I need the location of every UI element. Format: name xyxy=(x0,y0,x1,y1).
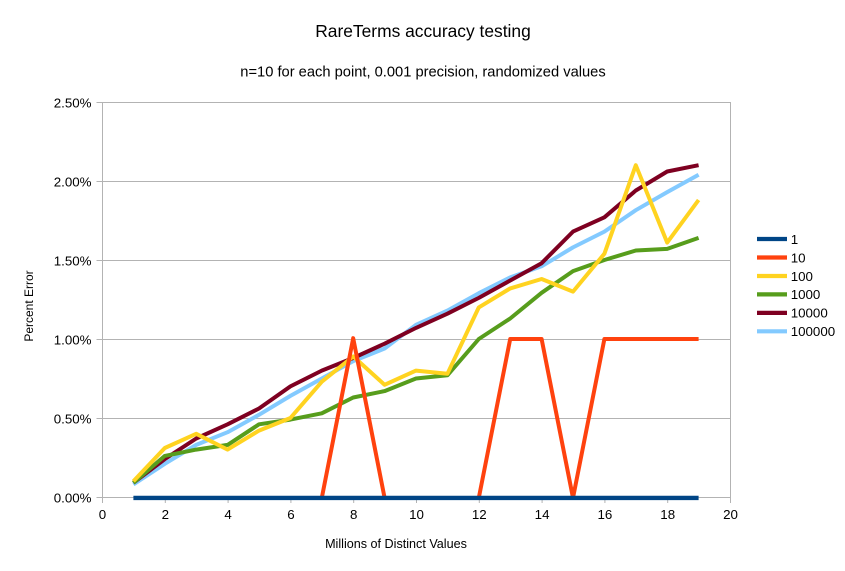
svg-text:10000: 10000 xyxy=(791,306,828,321)
svg-text:12: 12 xyxy=(472,507,487,522)
svg-text:2.50%: 2.50% xyxy=(54,96,92,111)
svg-text:18: 18 xyxy=(660,507,675,522)
svg-text:Percent Error: Percent Error xyxy=(22,270,36,341)
svg-text:14: 14 xyxy=(535,507,550,522)
svg-text:0.00%: 0.00% xyxy=(54,491,92,506)
svg-text:RareTerms accuracy testing: RareTerms accuracy testing xyxy=(315,21,531,41)
svg-text:100: 100 xyxy=(791,269,813,284)
svg-text:0: 0 xyxy=(99,507,106,522)
svg-text:1.00%: 1.00% xyxy=(54,333,92,348)
svg-text:1.50%: 1.50% xyxy=(54,254,92,269)
svg-text:20: 20 xyxy=(723,507,738,522)
svg-text:1000: 1000 xyxy=(791,287,821,302)
svg-text:Millions of Distinct Values: Millions of Distinct Values xyxy=(325,537,467,551)
svg-text:100000: 100000 xyxy=(791,324,835,339)
svg-text:2: 2 xyxy=(162,507,169,522)
svg-text:10: 10 xyxy=(409,507,424,522)
svg-text:8: 8 xyxy=(350,507,357,522)
svg-text:n=10 for each point, 0.001 pre: n=10 for each point, 0.001 precision, ra… xyxy=(240,64,605,80)
svg-text:4: 4 xyxy=(224,507,232,522)
svg-text:2.00%: 2.00% xyxy=(54,175,92,190)
svg-text:16: 16 xyxy=(597,507,612,522)
svg-text:1: 1 xyxy=(791,232,798,247)
svg-text:0.50%: 0.50% xyxy=(54,412,92,427)
svg-text:6: 6 xyxy=(287,507,294,522)
svg-text:10: 10 xyxy=(791,250,806,265)
